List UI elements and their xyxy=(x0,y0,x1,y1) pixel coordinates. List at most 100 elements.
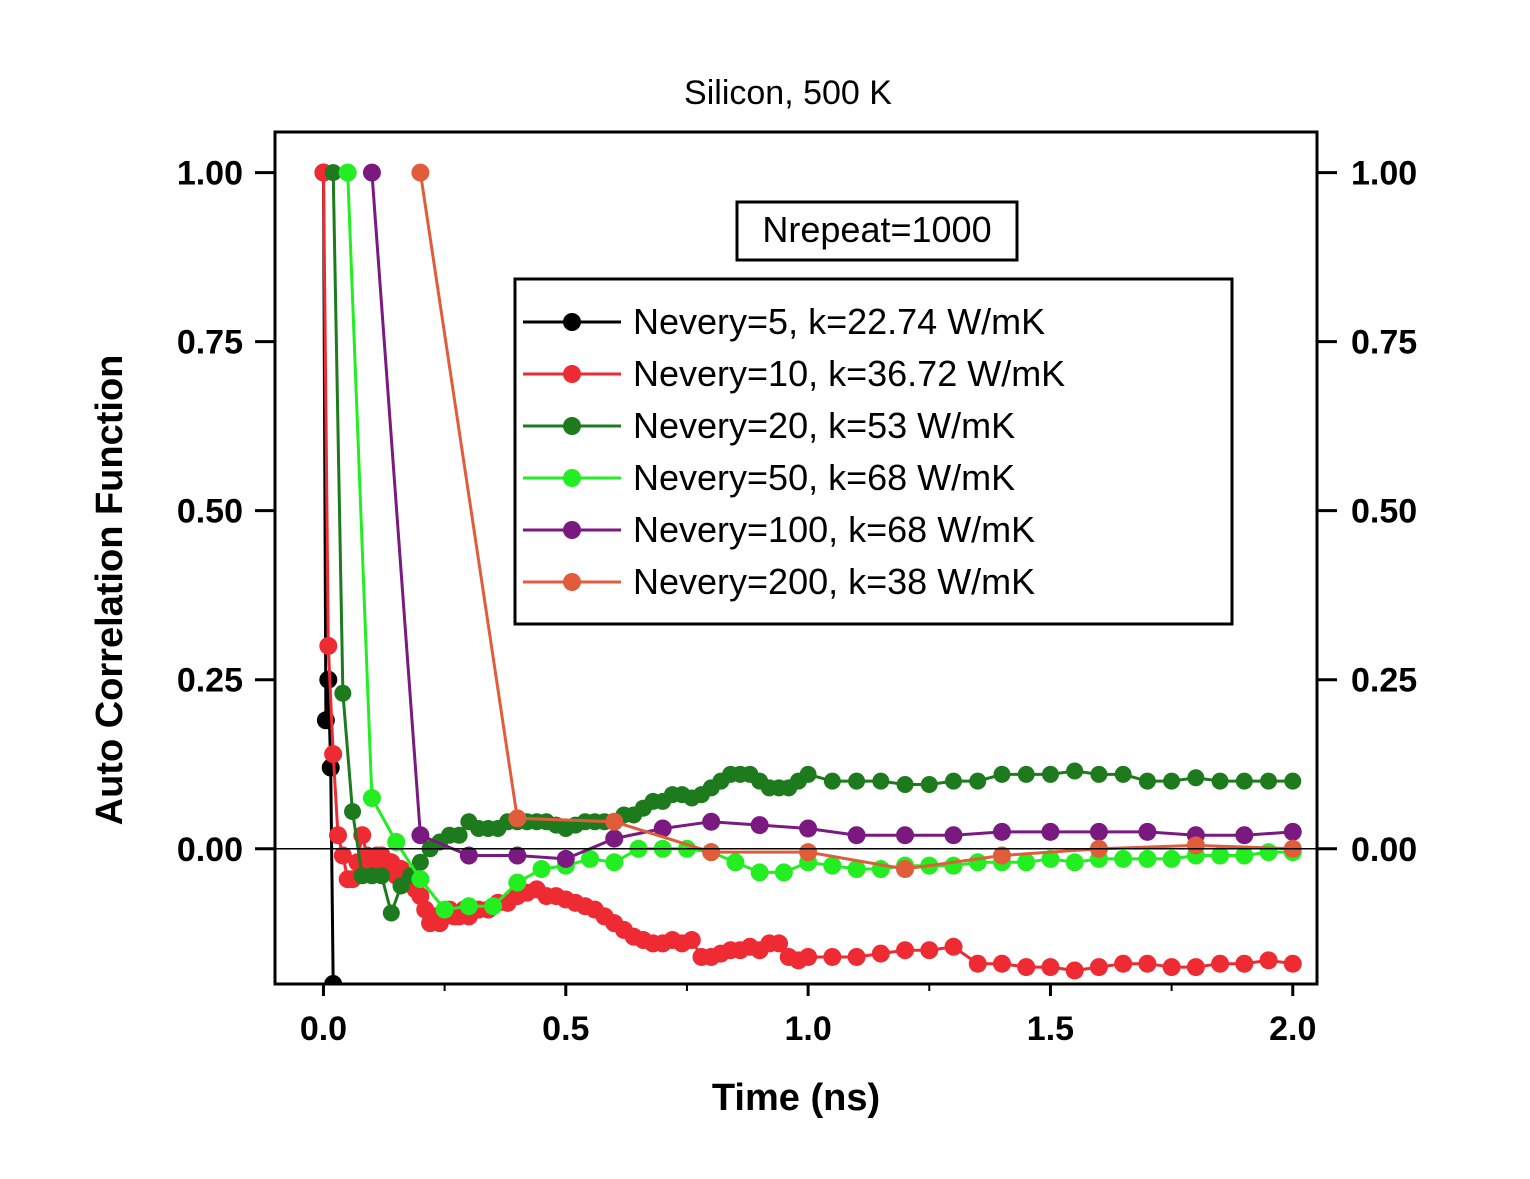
legend-item: Nevery=5, k=22.74 W/mK xyxy=(523,301,1045,342)
data-point xyxy=(435,900,454,919)
data-point xyxy=(848,772,866,790)
legend-item: Nevery=20, k=53 W/mK xyxy=(523,405,1015,446)
data-point xyxy=(319,636,338,655)
data-point xyxy=(896,776,914,794)
data-point xyxy=(770,934,789,953)
data-point xyxy=(1114,849,1133,868)
data-point xyxy=(682,931,701,950)
data-point xyxy=(387,833,406,851)
data-point xyxy=(896,941,915,960)
data-point xyxy=(324,975,343,984)
legend-marker xyxy=(563,521,581,539)
data-point xyxy=(1235,772,1253,790)
data-point xyxy=(373,867,391,885)
x-tick-label: 1.5 xyxy=(1027,1010,1074,1048)
data-point xyxy=(653,819,672,838)
data-point xyxy=(871,944,890,963)
data-point xyxy=(1090,765,1108,783)
data-point xyxy=(1017,765,1035,783)
data-point xyxy=(362,163,381,182)
data-point xyxy=(1259,843,1278,862)
data-point xyxy=(319,670,338,689)
x-tick-label: 2.0 xyxy=(1269,1010,1316,1048)
data-point xyxy=(944,856,963,875)
y-tick-label-left: 0.50 xyxy=(177,493,243,531)
data-point xyxy=(847,947,866,966)
data-point xyxy=(1235,954,1254,973)
data-point xyxy=(799,843,818,862)
series-5 xyxy=(411,163,1302,879)
data-point xyxy=(1283,822,1302,841)
data-point xyxy=(1162,849,1181,868)
data-point xyxy=(1138,849,1157,868)
data-point xyxy=(823,856,842,875)
data-point xyxy=(896,860,915,879)
data-point xyxy=(1211,772,1229,790)
legend-marker xyxy=(563,469,581,487)
data-point xyxy=(702,812,721,831)
legend-label: Nevery=50, k=68 W/mK xyxy=(633,457,1015,498)
legend-marker xyxy=(563,365,581,383)
data-point xyxy=(1114,954,1133,973)
data-point xyxy=(1259,951,1278,970)
y-axis-ticks-left: 0.00 0.25 0.50 0.75 1.00 xyxy=(177,155,275,869)
data-point xyxy=(702,843,721,862)
data-point xyxy=(1284,772,1302,790)
legend-label: Nevery=10, k=36.72 W/mK xyxy=(633,353,1065,394)
data-point xyxy=(459,897,478,916)
data-point xyxy=(1089,822,1108,841)
y-tick-label-right: 0.75 xyxy=(1351,324,1417,362)
legend-item: Nevery=100, k=68 W/mK xyxy=(523,509,1035,550)
series-line xyxy=(418,172,1293,871)
legend-marker xyxy=(563,417,581,435)
data-point xyxy=(1089,958,1108,977)
data-point xyxy=(968,954,987,973)
data-point xyxy=(1065,853,1084,872)
data-point xyxy=(945,772,963,790)
y-tick-label-right: 0.25 xyxy=(1351,662,1417,700)
data-point xyxy=(329,826,348,845)
legend-frame xyxy=(513,277,1234,626)
plot-frame xyxy=(273,130,1319,986)
data-point xyxy=(508,873,527,892)
data-point xyxy=(508,846,527,865)
legend-marker xyxy=(563,573,581,591)
data-point xyxy=(992,822,1011,841)
data-point xyxy=(605,812,624,831)
data-point xyxy=(1041,765,1059,783)
data-point xyxy=(333,846,352,865)
y-axis-ticks-right: 0.00 0.25 0.50 0.75 1.00 xyxy=(1317,155,1417,869)
y-tick-label-left: 0.25 xyxy=(177,662,243,700)
legend-item: Nevery=200, k=38 W/mK xyxy=(523,561,1035,602)
data-point xyxy=(726,853,745,872)
x-tick-label: 1.0 xyxy=(784,1010,831,1048)
y-tick-label-left: 1.00 xyxy=(177,155,243,193)
data-point xyxy=(799,819,818,838)
data-point xyxy=(411,853,429,871)
data-point xyxy=(411,870,430,889)
data-point xyxy=(944,937,963,956)
data-point xyxy=(411,887,430,906)
data-point xyxy=(1186,958,1205,977)
data-point xyxy=(1211,846,1230,865)
data-point xyxy=(774,863,793,882)
y-tick-label-left: 0.75 xyxy=(177,324,243,362)
data-point xyxy=(605,853,624,872)
data-point xyxy=(484,897,503,916)
data-point xyxy=(799,947,818,966)
data-point xyxy=(993,765,1011,783)
x-tick-label: 0.5 xyxy=(542,1010,589,1048)
data-point xyxy=(920,941,939,960)
data-point xyxy=(1163,772,1181,790)
data-point xyxy=(823,772,841,790)
legend-item: Nevery=10, k=36.72 W/mK xyxy=(523,353,1065,394)
data-point xyxy=(1186,836,1205,855)
data-point xyxy=(581,849,600,868)
annotation-text: Nrepeat=1000 xyxy=(762,209,991,250)
data-point xyxy=(823,947,842,966)
data-point xyxy=(872,772,890,790)
x-tick-label: 0.0 xyxy=(300,1010,347,1048)
data-point xyxy=(605,829,624,848)
annotation-box: Nrepeat=1000 xyxy=(735,200,1019,262)
y-tick-label-right: 1.00 xyxy=(1351,155,1417,193)
